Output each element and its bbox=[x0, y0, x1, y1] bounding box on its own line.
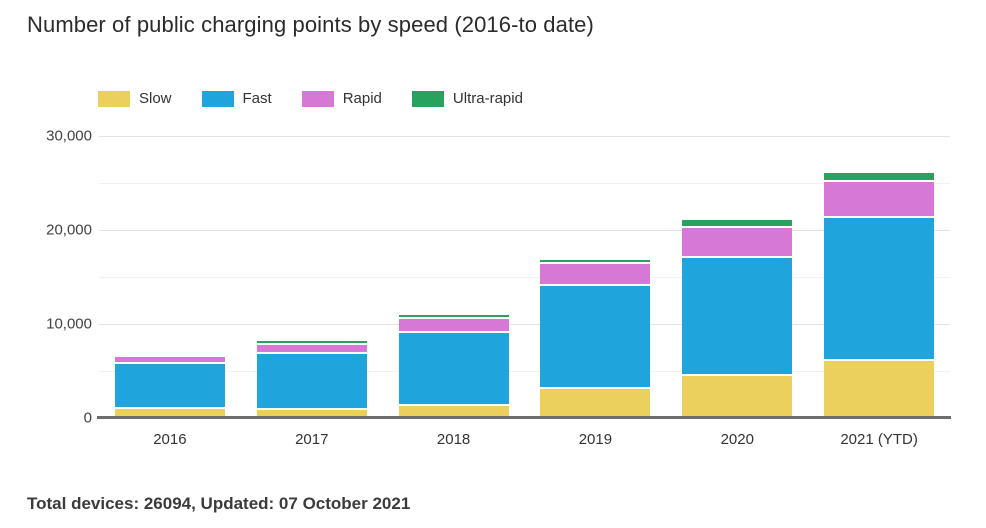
y-axis-tick-label: 10,000 bbox=[46, 315, 92, 333]
legend-swatch-ultra-rapid bbox=[411, 90, 444, 107]
gridline-minor bbox=[99, 276, 950, 278]
legend-label: Rapid bbox=[342, 90, 382, 107]
plot-area bbox=[99, 136, 950, 418]
legend-item-slow: Slow bbox=[98, 90, 172, 107]
gridline-minor bbox=[99, 182, 950, 184]
bar-segment-slow-2021-ytd-[interactable] bbox=[824, 361, 935, 418]
x-axis-tick-label: 2017 bbox=[295, 431, 329, 448]
x-axis-tick-label: 2020 bbox=[720, 431, 754, 448]
chart-legend: Slow Fast Rapid Ultra-rapid bbox=[98, 90, 523, 107]
gridline-major bbox=[99, 323, 950, 325]
bar-segment-fast-2021-ytd-[interactable] bbox=[824, 217, 935, 362]
y-axis-tick-label: 30,000 bbox=[46, 127, 92, 145]
bar-segment-slow-2020[interactable] bbox=[682, 375, 793, 418]
legend-label: Fast bbox=[242, 90, 272, 107]
bar-segment-rapid-2019[interactable] bbox=[540, 264, 651, 287]
bar-segment-ultra-rapid-2018[interactable] bbox=[398, 314, 509, 319]
x-axis-tick-label: 2018 bbox=[436, 431, 471, 448]
bar-segment-slow-2016[interactable] bbox=[114, 409, 225, 418]
bar-segment-fast-2019[interactable] bbox=[540, 286, 651, 389]
chart-title: Number of public charging points by spee… bbox=[27, 12, 594, 37]
legend-item-ultra-rapid: Ultra-rapid bbox=[411, 90, 523, 107]
gridline-minor bbox=[99, 370, 950, 372]
x-axis-tick-label: 2019 bbox=[578, 431, 613, 448]
gridline-major bbox=[99, 229, 950, 231]
bar-segment-ultra-rapid-2017[interactable] bbox=[256, 341, 367, 345]
bar-segment-slow-2019[interactable] bbox=[540, 388, 651, 418]
bar-segment-rapid-2017[interactable] bbox=[256, 344, 367, 355]
bar-segment-ultra-rapid-2020[interactable] bbox=[682, 219, 793, 229]
bar-segment-slow-2018[interactable] bbox=[398, 405, 509, 418]
legend-item-rapid: Rapid bbox=[301, 90, 382, 107]
bar-segment-fast-2018[interactable] bbox=[398, 332, 509, 406]
y-axis-tick-label: 0 bbox=[83, 409, 92, 426]
bar-segment-slow-2017[interactable] bbox=[256, 409, 367, 418]
bar-segment-ultra-rapid-2021-ytd-[interactable] bbox=[824, 172, 935, 183]
bar-segment-fast-2020[interactable] bbox=[682, 257, 793, 376]
x-axis-baseline bbox=[97, 416, 951, 419]
bar-segment-rapid-2018[interactable] bbox=[398, 318, 509, 333]
bar-segment-fast-2017[interactable] bbox=[256, 354, 367, 410]
legend-item-fast: Fast bbox=[201, 90, 272, 107]
bar-segment-rapid-2021-ytd-[interactable] bbox=[824, 182, 935, 218]
chart-footer-note: Total devices: 26094, Updated: 07 Octobe… bbox=[27, 494, 411, 513]
bar-segment-ultra-rapid-2019[interactable] bbox=[540, 259, 651, 265]
legend-swatch-fast bbox=[201, 90, 234, 107]
bar-segment-fast-2016[interactable] bbox=[114, 364, 225, 410]
legend-label: Ultra-rapid bbox=[452, 90, 523, 107]
bar-segment-rapid-2016[interactable] bbox=[114, 356, 225, 365]
y-axis-tick-label: 20,000 bbox=[46, 221, 92, 239]
legend-label: Slow bbox=[139, 90, 172, 107]
bar-segment-rapid-2020[interactable] bbox=[682, 228, 793, 258]
gridline-major bbox=[99, 136, 950, 137]
x-axis-tick-label: 2021 (YTD) bbox=[840, 431, 918, 448]
legend-swatch-slow bbox=[98, 90, 130, 107]
x-axis-tick-label: 2016 bbox=[153, 431, 187, 448]
bar-segment-ultra-rapid-2016[interactable] bbox=[114, 354, 225, 357]
legend-swatch-rapid bbox=[301, 90, 334, 107]
